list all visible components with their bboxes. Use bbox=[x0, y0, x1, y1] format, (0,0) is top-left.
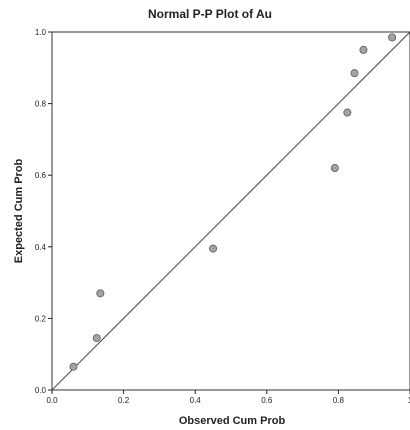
y-tick-label: 0.8 bbox=[35, 100, 47, 109]
x-tick-label: 0.2 bbox=[118, 396, 130, 405]
x-tick-label: 0.4 bbox=[190, 396, 202, 405]
data-point bbox=[388, 33, 397, 42]
reference-line bbox=[51, 31, 410, 391]
x-tick-label: 0.6 bbox=[261, 396, 273, 405]
y-axis-ticks: 0.0 0.2 0.4 0.6 0.8 1.0 bbox=[35, 28, 52, 395]
data-point bbox=[330, 164, 339, 173]
y-tick-label: 0.6 bbox=[35, 171, 47, 180]
x-axis-ticks: 0.0 0.2 0.4 0.6 0.8 1 bbox=[46, 390, 410, 405]
data-points bbox=[69, 33, 397, 371]
y-tick-label: 1.0 bbox=[35, 28, 47, 37]
data-point bbox=[343, 108, 352, 117]
x-tick-label: 1 bbox=[408, 396, 410, 405]
data-point bbox=[96, 289, 105, 298]
chart-title: Normal P-P Plot of Au bbox=[148, 7, 272, 21]
y-axis-label: Expected Cum Prob bbox=[13, 158, 25, 263]
x-tick-label: 0.0 bbox=[46, 396, 58, 405]
data-point bbox=[92, 334, 101, 343]
data-point bbox=[69, 362, 78, 371]
reference-line-layer bbox=[51, 31, 410, 391]
x-axis-label: Observed Cum Prob bbox=[179, 415, 286, 427]
data-point bbox=[209, 244, 218, 253]
y-tick-label: 0.4 bbox=[35, 243, 47, 252]
data-point bbox=[359, 45, 368, 54]
data-point bbox=[350, 69, 359, 78]
y-tick-label: 0.0 bbox=[35, 386, 47, 395]
y-tick-label: 0.2 bbox=[35, 314, 47, 323]
x-tick-label: 0.8 bbox=[333, 396, 345, 405]
